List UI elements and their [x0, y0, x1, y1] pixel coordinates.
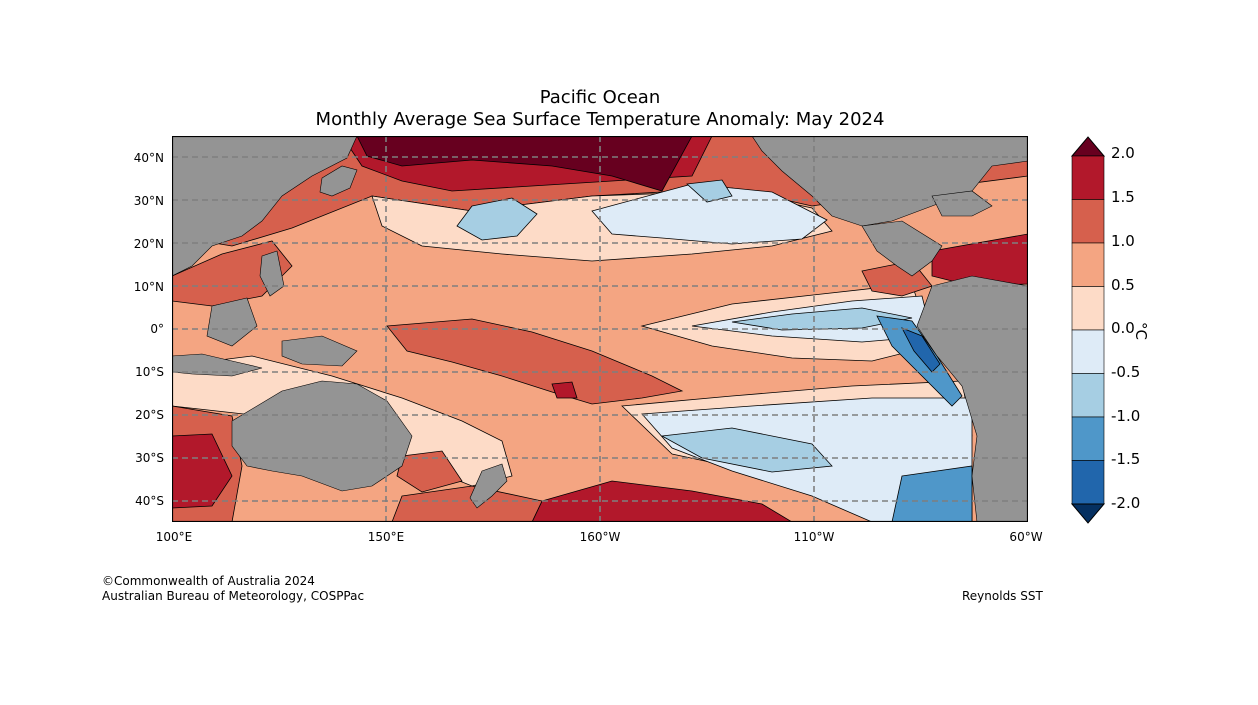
colorbar-tick-1.0: 1.0	[1111, 232, 1135, 250]
land-asia	[172, 136, 358, 277]
colorbar-tick-neg2.0: -2.0	[1111, 494, 1141, 512]
lat-label-30n: 30°N	[133, 194, 164, 208]
lon-label-160w: 160°W	[579, 530, 621, 544]
land-north-america	[751, 136, 1028, 227]
land-south-america	[916, 275, 1028, 522]
lon-label-60w: 60°W	[1009, 530, 1043, 544]
colorbar-tick-0.0: 0.0	[1111, 319, 1135, 337]
lat-label-20s: 20°S	[135, 408, 164, 422]
map-subtitle: Monthly Average Sea Surface Temperature …	[315, 109, 885, 130]
colorbar-tick-neg1.0: -1.0	[1111, 407, 1141, 425]
sst-zone-southeast-deep-cold	[891, 465, 973, 522]
lat-label-30s: 30°S	[135, 451, 164, 465]
lat-label-equator: 0°	[150, 322, 164, 336]
land-philippines	[259, 250, 285, 297]
lat-label-10s: 10°S	[135, 365, 164, 379]
land-masses	[172, 136, 1028, 522]
sst-zone-south-warm	[391, 485, 543, 522]
lat-label-20n: 20°N	[133, 237, 164, 251]
sst-zone-coastal-coldest	[901, 327, 941, 373]
sst-zone-southwest-hot	[172, 433, 233, 509]
colorbar-bin-neg1.5-neg1.0	[1071, 416, 1105, 461]
colorbar-tick-neg1.5: -1.5	[1111, 450, 1141, 468]
colorbar-bin-1.5-2.0	[1071, 155, 1105, 200]
map-title: Pacific Ocean	[539, 87, 661, 108]
colorbar	[1070, 136, 1106, 524]
colorbar-bin-neg2.0-neg1.5	[1071, 460, 1105, 505]
colorbar-bin-1.0-1.5	[1071, 199, 1105, 244]
colorbar-bin-neg1.0-neg0.5	[1071, 373, 1105, 418]
land-new-guinea	[281, 335, 358, 367]
colorbar-bin-0.0-0.5	[1071, 286, 1105, 331]
sst-zone-north-extreme	[356, 136, 693, 192]
sst-zone-coastal-cold	[876, 315, 963, 407]
colorbar-tick-2.0: 2.0	[1111, 144, 1135, 162]
colorbar-min-extension	[1070, 503, 1106, 524]
land-central-america	[861, 220, 943, 277]
lat-label-10n: 10°N	[133, 280, 164, 294]
colorbar-max-extension	[1070, 136, 1106, 157]
lat-label-40s: 40°S	[135, 494, 164, 508]
agency-text: Australian Bureau of Meteorology, COSPPa…	[102, 589, 365, 603]
sst-zone-central-warm	[386, 318, 684, 405]
sst-zone-north-cold	[456, 197, 538, 241]
colorbar-tick-neg0.5: -0.5	[1111, 363, 1141, 381]
colorbar-bin-neg0.5-0.0	[1071, 329, 1105, 374]
colorbar-tick-0.5: 0.5	[1111, 276, 1135, 294]
lat-label-40n: 40°N	[133, 151, 164, 165]
lon-label-110w: 110°W	[793, 530, 835, 544]
land-japan	[319, 165, 358, 197]
data-source-text: Reynolds SST	[962, 589, 1043, 603]
colorbar-tick-1.5: 1.5	[1111, 188, 1135, 206]
land-borneo	[206, 297, 258, 347]
sst-zone-north-cold-2	[686, 179, 733, 203]
sst-anomaly-map	[172, 136, 1028, 522]
colorbar-bin-0.5-1.0	[1071, 242, 1105, 287]
graticule	[172, 136, 1028, 522]
sst-zone-tasman-warm	[396, 450, 463, 493]
sst-zone-central-hot	[551, 381, 578, 399]
colorbar-unit-label: °C	[1132, 322, 1150, 340]
land-australia	[231, 380, 413, 492]
lon-label-150e: 150°E	[367, 530, 405, 544]
lon-label-100e: 100°E	[155, 530, 193, 544]
map-frame	[172, 136, 1028, 522]
copyright-text: ©Commonwealth of Australia 2024	[102, 574, 315, 588]
land-new-zealand	[469, 463, 508, 509]
land-florida-gulf	[931, 190, 993, 217]
sst-zone-equatorial-cold	[731, 307, 913, 331]
